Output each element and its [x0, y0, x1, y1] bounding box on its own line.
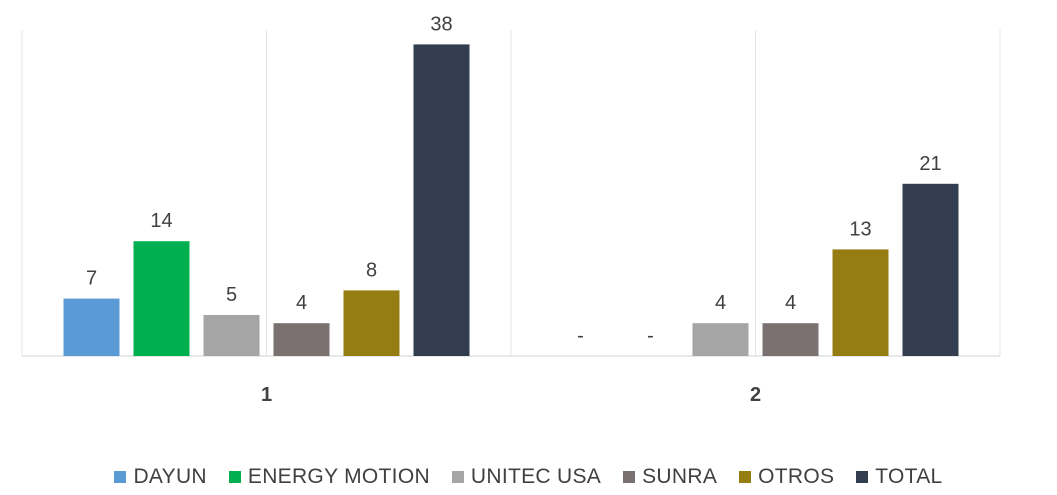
bar-unitec-usa-1	[203, 315, 260, 356]
x-tick-label: 2	[750, 384, 761, 406]
legend-item: SUNRA	[623, 465, 717, 489]
legend-item: TOTAL	[856, 465, 942, 489]
bar-energy-motion-1	[133, 241, 190, 356]
bar-unitec-usa-2	[692, 323, 749, 356]
legend-item: OTROS	[739, 465, 834, 489]
bar-otros-2	[832, 249, 889, 356]
bar-sunra-2	[762, 323, 819, 356]
bar-sunra-1	[273, 323, 330, 356]
legend-swatch	[228, 471, 241, 483]
legend-item: DAYUN	[114, 465, 207, 489]
bar-dayun-1	[63, 298, 120, 356]
data-label: 38	[430, 13, 452, 35]
data-label: 21	[919, 153, 941, 175]
data-label: 13	[849, 218, 871, 240]
legend-label: DAYUN	[133, 465, 207, 488]
data-label: -	[647, 325, 654, 347]
bar-total-1	[413, 44, 470, 357]
data-label: 4	[296, 292, 307, 314]
legend-label: UNITEC USA	[470, 465, 602, 488]
data-label: -	[577, 325, 584, 347]
data-label: 8	[366, 259, 377, 281]
data-label: 5	[226, 284, 237, 306]
legend-swatch	[114, 471, 127, 483]
legend-swatch	[623, 471, 636, 483]
gridlines	[21, 30, 1001, 356]
legend-label: TOTAL	[875, 465, 943, 488]
data-labels: 7 14 5 4 8 38 - - 4 4 13 21	[86, 13, 942, 347]
data-label: 7	[86, 268, 97, 290]
legend-swatch	[739, 471, 752, 483]
bars	[63, 44, 959, 357]
data-label: 4	[785, 292, 796, 314]
legend-swatch	[451, 471, 464, 483]
legend-label: SUNRA	[642, 465, 718, 488]
bar-total-2	[902, 183, 959, 356]
legend-swatch	[856, 471, 869, 483]
legend-item: ENERGY MOTION	[228, 465, 430, 489]
legend-label: ENERGY MOTION	[247, 465, 430, 488]
data-label: 14	[150, 210, 172, 232]
bar-otros-1	[343, 290, 400, 356]
legend-item: UNITEC USA	[451, 465, 602, 489]
data-label: 4	[715, 292, 726, 314]
legend: DAYUN ENERGY MOTION UNITEC USA SUNRA OTROS TO…	[0, 462, 1057, 492]
x-tick-label: 1	[261, 384, 272, 406]
legend-label: OTROS	[758, 465, 835, 488]
